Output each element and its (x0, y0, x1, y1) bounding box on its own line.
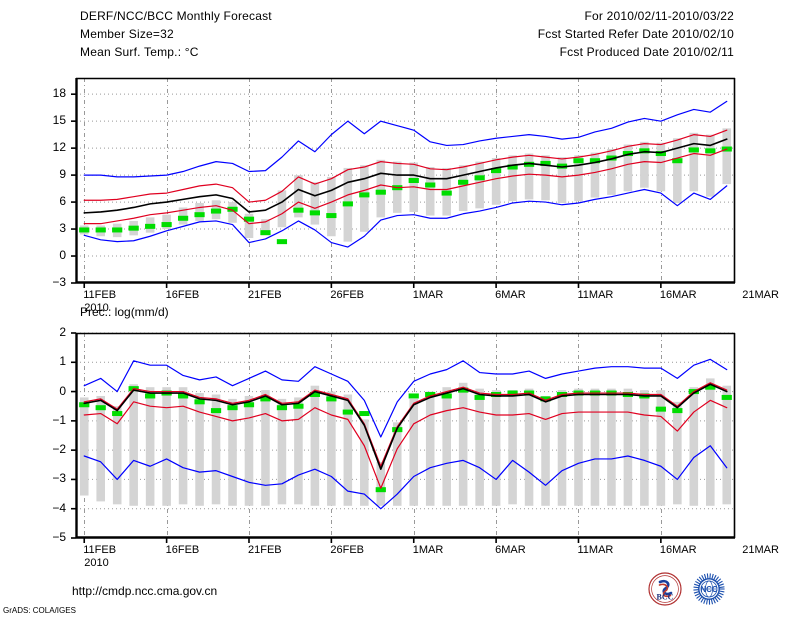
y-axis-tick-label: 3 (59, 221, 66, 236)
x-axis-tick-label: 21FEB (247, 289, 282, 301)
x-axis-tick-label: 16FEB (165, 289, 200, 301)
started-refer-date-label: Fcst Started Refer Date 2010/02/10 (537, 27, 734, 41)
y-axis-tick-label: 9 (59, 167, 66, 182)
member-size-label: Member Size=32 (80, 27, 174, 41)
bcc-logo: BCC (648, 572, 682, 606)
x-axis-tick-label: 21MAR (742, 289, 779, 301)
grads-attribution: GrADS: COLA/IGES (3, 606, 76, 615)
produced-date-label: Fcst Produced Date 2010/02/11 (559, 45, 734, 59)
y-axis-tick-label: −1 (52, 412, 66, 427)
precipitation-chart: −5 −4 −3 −2 −1 0 1 2 11FEB 16FEB 21FEB 26FEB 1MAR 6MA… (0, 320, 800, 570)
y-axis-tick-label: −3 (52, 471, 66, 486)
x-axis-tick-label: 21FEB (247, 544, 282, 556)
x-axis-tick-label: 16MAR (659, 544, 697, 556)
x-axis-tick-label: 1MAR (412, 289, 444, 301)
x-axis-tick-label: 16FEB (165, 544, 200, 556)
y-axis-tick-label: 0 (59, 383, 66, 398)
svg-text:BCC: BCC (657, 593, 674, 602)
y-axis-tick-label: 18 (52, 86, 66, 101)
y-axis-tick-label: 6 (59, 194, 66, 209)
forecast-title: DERF/NCC/BCC Monthly Forecast (80, 9, 272, 23)
ncc-logo: NCC (692, 572, 726, 606)
variable-label: Mean Surf. Temp.: °C (80, 45, 199, 59)
website-url[interactable]: http://cmdp.ncc.cma.gov.cn (72, 584, 218, 598)
x-axis-tick-label: 11MAR (577, 544, 614, 556)
svg-text:NCC: NCC (700, 585, 718, 594)
x-axis-tick-label: 11FEB (83, 289, 117, 301)
y-axis-tick-label: 2 (59, 325, 66, 339)
y-axis-tick-label: −2 (52, 442, 66, 457)
forecast-range-label: For 2010/02/11-2010/03/22 (584, 9, 734, 23)
x-axis-tick-label: 26FEB (330, 544, 364, 556)
x-axis-tick-label: 6MAR (495, 289, 526, 301)
y-axis-tick-label: −5 (52, 530, 66, 544)
y-axis-tick-label: −4 (52, 500, 66, 515)
y-axis-tick-label: 0 (59, 248, 66, 263)
x-axis-tick-label: 6MAR (495, 544, 526, 556)
x-axis-tick-label: 1MAR (412, 544, 444, 556)
x-axis-year-label: 2010 (84, 557, 109, 569)
precipitation-axis-caption: Prec.: log(mm/d) (80, 305, 169, 319)
y-axis-tick-label: 1 (59, 354, 66, 369)
temperature-chart: −3 0 3 6 9 12 15 18 11FEB 16FEB 21FEB 26FEB 1MAR 6MAR… (52, 77, 779, 314)
x-axis-year-label: 2010 (84, 302, 109, 314)
x-axis-tick-label: 16MAR (659, 289, 697, 301)
x-axis-tick-label: 26FEB (330, 289, 364, 301)
x-axis-tick-label: 11MAR (577, 289, 614, 301)
y-axis-tick-label: 15 (52, 113, 66, 128)
x-axis-tick-label: 21MAR (742, 544, 779, 556)
y-axis-tick-label: 12 (52, 140, 66, 155)
x-axis-tick-label: 11FEB (83, 544, 117, 556)
y-axis-tick-label: −3 (52, 275, 66, 289)
